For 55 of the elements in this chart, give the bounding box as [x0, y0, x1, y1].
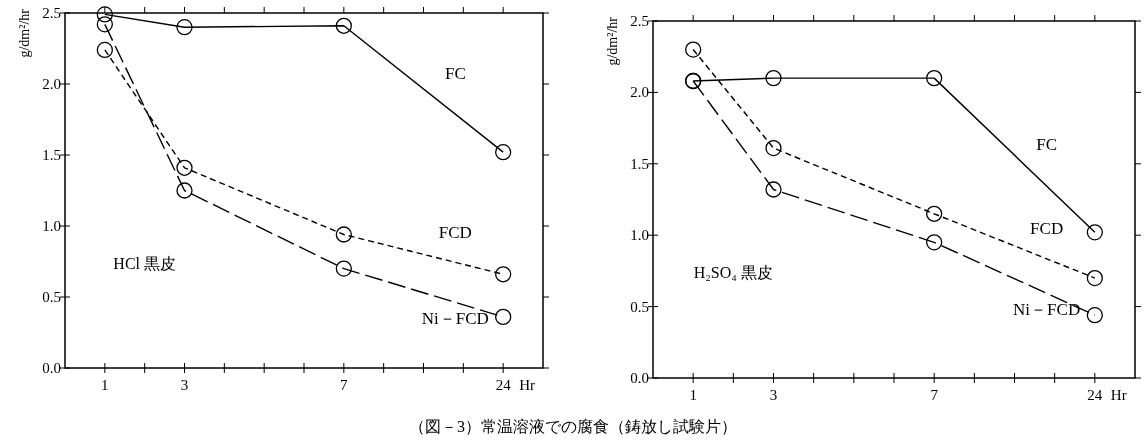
point	[765, 139, 782, 157]
point	[176, 182, 193, 199]
y-tick-label: 0.0	[42, 360, 61, 376]
annotation: HCl 黒皮	[113, 254, 176, 272]
point	[926, 234, 943, 251]
point	[926, 205, 943, 222]
x-tick-label: 24	[1087, 387, 1103, 403]
point	[1086, 269, 1103, 287]
point	[96, 41, 113, 59]
point	[765, 69, 782, 87]
series-label: FC	[444, 63, 466, 83]
y-tick-label: 2.5	[630, 13, 649, 29]
series-label: FC	[1036, 135, 1058, 155]
point	[176, 159, 193, 176]
y-tick-label: 2.0	[630, 84, 649, 101]
x-tick-label: 24	[495, 377, 512, 393]
point	[335, 226, 352, 243]
x-axis-title: Hr	[519, 377, 535, 393]
point	[335, 17, 352, 34]
y-tick-label: 1.5	[42, 147, 61, 163]
text: （図－3）常温溶液での腐食（鋳放し試験片）	[409, 418, 737, 435]
point	[495, 308, 512, 326]
point	[685, 41, 702, 58]
point	[96, 6, 113, 23]
x-tick-label: 1	[689, 387, 697, 403]
y-axis-title: g/dm²/hr	[17, 8, 32, 58]
point	[96, 16, 113, 33]
point	[1086, 224, 1103, 241]
x-axis-title: Hr	[1110, 387, 1127, 403]
y-tick-label: 0.5	[42, 289, 61, 305]
x-tick-label: 7	[930, 387, 939, 403]
y-tick-label: 0.5	[630, 298, 649, 315]
point	[495, 266, 512, 283]
x-tick-label: 7	[340, 377, 349, 393]
y-tick-label: 0.0	[630, 370, 649, 386]
series-label: FCD	[438, 223, 472, 243]
y-tick-label: 1.0	[42, 218, 61, 234]
y-tick-label: 2.5	[42, 5, 61, 21]
series-label: FCD	[1030, 219, 1064, 239]
point	[1086, 307, 1103, 324]
point	[926, 69, 943, 87]
point	[335, 260, 352, 277]
x-tick-label: 3	[180, 377, 189, 393]
y-tick-label: 1.0	[630, 227, 649, 244]
point	[176, 19, 193, 36]
annotation: H₂SO₄ 黒皮	[693, 264, 773, 282]
series-label: Ni－FCD	[1013, 299, 1081, 319]
series-label: Ni－FCD	[421, 308, 489, 328]
y-axis-title: g/dm²/hr	[605, 16, 620, 66]
y-tick-label: 2.0	[42, 76, 61, 92]
point	[495, 144, 512, 161]
point	[765, 181, 782, 198]
x-tick-label: 1	[101, 377, 109, 393]
x-tick-label: 3	[769, 387, 778, 403]
y-tick-label: 1.5	[630, 155, 649, 172]
